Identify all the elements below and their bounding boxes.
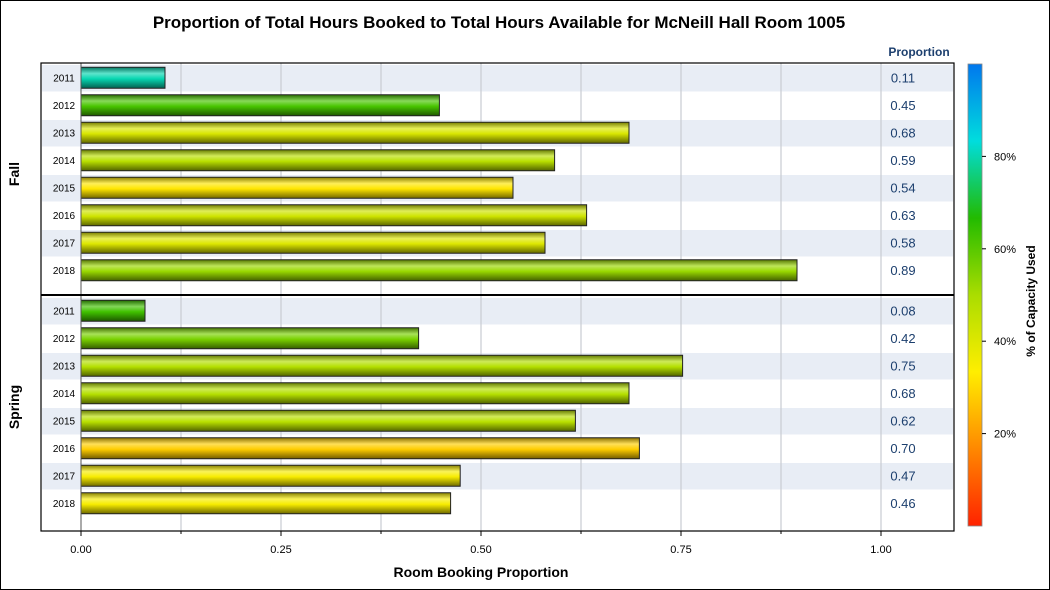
bar (80, 66, 166, 89)
bar (80, 176, 514, 199)
chart-title: Proportion of Total Hours Booked to Tota… (153, 13, 845, 32)
category-tick-label: 2015 (53, 416, 76, 427)
colorbar-gradient (967, 63, 983, 527)
bar (80, 259, 798, 282)
category-tick-label: 2016 (53, 444, 76, 455)
panel-label: Fall (6, 162, 22, 186)
bar (80, 354, 684, 377)
colorbar-tick-label: 60% (994, 244, 1016, 256)
x-tick-label: 0.50 (470, 544, 491, 556)
value-label: 0.63 (890, 208, 915, 223)
category-tick-label: 2015 (53, 183, 76, 194)
bar (80, 382, 630, 405)
category-tick-label: 2014 (53, 156, 76, 167)
x-tick-label: 0.25 (270, 544, 291, 556)
plot-area: 2011 0.11 2012 0.45 2013 0.68 2014 0.59 2015 0.54… (6, 62, 955, 556)
x-tick-label: 0.75 (670, 544, 691, 556)
proportion-column-header: Proportion (888, 45, 949, 59)
row-band (42, 298, 953, 325)
bar (80, 231, 546, 254)
row-band (42, 65, 953, 92)
value-label: 0.45 (890, 98, 915, 113)
category-tick-label: 2018 (53, 499, 76, 510)
colorbar-title: % of Capacity Used (1024, 245, 1038, 356)
value-label: 0.42 (890, 331, 915, 346)
bar (80, 327, 420, 350)
panel-bars-fall: 2011 0.11 2012 0.45 2013 0.68 2014 0.59 2015 0.54… (53, 66, 916, 282)
bar (80, 299, 146, 322)
bar (80, 409, 576, 432)
category-tick-label: 2012 (53, 101, 76, 112)
bar (80, 464, 461, 487)
value-label: 0.59 (890, 153, 915, 168)
value-label: 0.46 (890, 496, 915, 511)
bar (80, 437, 640, 460)
bar (80, 204, 588, 227)
value-label: 0.89 (890, 263, 915, 278)
category-tick-label: 2011 (53, 73, 75, 84)
value-label: 0.68 (890, 386, 915, 401)
bar (80, 492, 452, 515)
value-label: 0.62 (890, 413, 915, 428)
value-label: 0.75 (890, 358, 915, 373)
colorbar-tick-label: 20% (994, 429, 1016, 441)
x-tick-label: 0.00 (70, 544, 91, 556)
category-tick-label: 2012 (53, 334, 76, 345)
bar (80, 149, 556, 172)
panel-bars-spring: 2011 0.08 2012 0.42 2013 0.75 2014 0.68 2015 0.62… (53, 299, 916, 515)
category-tick-label: 2017 (53, 238, 76, 249)
value-label: 0.08 (890, 303, 915, 318)
category-tick-label: 2011 (53, 306, 75, 317)
colorbar-tick-label: 40% (994, 336, 1016, 348)
value-label: 0.58 (890, 235, 915, 250)
category-tick-label: 2018 (53, 266, 76, 277)
panel-label: Spring (6, 385, 22, 429)
x-tick-label: 1.00 (870, 544, 891, 556)
plot-border (40, 62, 955, 532)
category-tick-label: 2017 (53, 471, 76, 482)
category-tick-label: 2013 (53, 128, 76, 139)
bar (80, 121, 630, 144)
colorbar: 20% 40% 60% 80% % of Capacity Used (967, 63, 1038, 527)
value-label: 0.47 (890, 468, 915, 483)
category-tick-label: 2016 (53, 211, 76, 222)
category-tick-label: 2014 (53, 389, 76, 400)
colorbar-tick-label: 80% (994, 151, 1016, 163)
value-label: 0.11 (891, 70, 915, 85)
x-axis-label: Room Booking Proportion (394, 564, 569, 580)
category-tick-label: 2013 (53, 361, 76, 372)
value-label: 0.54 (890, 180, 915, 195)
bar (80, 94, 440, 117)
value-label: 0.68 (890, 125, 915, 140)
value-label: 0.70 (890, 441, 915, 456)
